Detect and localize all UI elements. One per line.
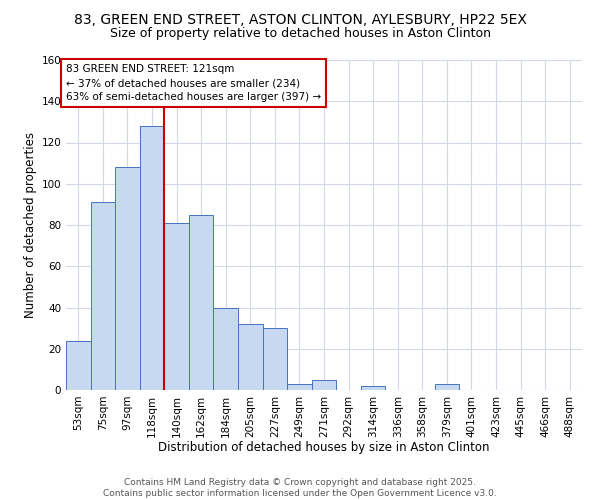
Text: Contains HM Land Registry data © Crown copyright and database right 2025.
Contai: Contains HM Land Registry data © Crown c…	[103, 478, 497, 498]
Bar	[238, 324, 263, 390]
Bar	[66, 340, 91, 390]
Bar	[287, 384, 312, 390]
Y-axis label: Number of detached properties: Number of detached properties	[24, 132, 37, 318]
Bar	[214, 308, 238, 390]
X-axis label: Distribution of detached houses by size in Aston Clinton: Distribution of detached houses by size …	[158, 441, 490, 454]
Bar	[189, 214, 214, 390]
Bar	[91, 202, 115, 390]
Text: 83, GREEN END STREET, ASTON CLINTON, AYLESBURY, HP22 5EX: 83, GREEN END STREET, ASTON CLINTON, AYL…	[74, 12, 526, 26]
Bar	[140, 126, 164, 390]
Bar	[164, 223, 189, 390]
Bar	[115, 167, 140, 390]
Bar	[263, 328, 287, 390]
Text: Size of property relative to detached houses in Aston Clinton: Size of property relative to detached ho…	[110, 28, 491, 40]
Bar	[434, 384, 459, 390]
Bar	[361, 386, 385, 390]
Bar	[312, 380, 336, 390]
Text: 83 GREEN END STREET: 121sqm
← 37% of detached houses are smaller (234)
63% of se: 83 GREEN END STREET: 121sqm ← 37% of det…	[66, 64, 321, 102]
